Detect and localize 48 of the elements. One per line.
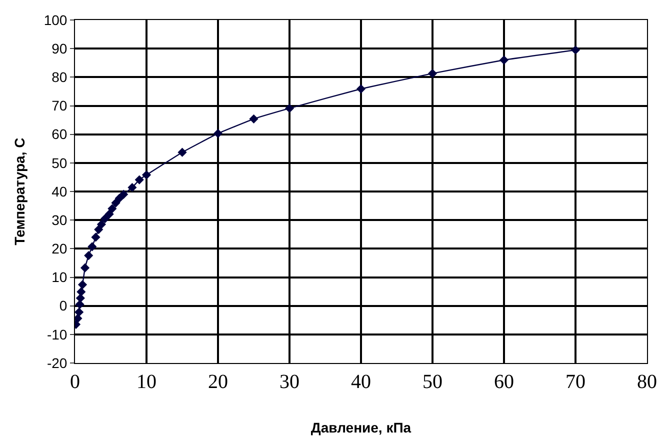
point (75, 308, 84, 317)
point (284, 104, 294, 113)
point (570, 45, 580, 55)
point (94, 224, 104, 234)
y-tick-label: 100 (44, 12, 68, 28)
y-tick-label: 20 (52, 240, 68, 257)
point (128, 182, 137, 192)
point (142, 170, 152, 180)
x-tick-label: 50 (422, 371, 442, 393)
point (119, 190, 128, 199)
x-axis-title: Давление, кПа (310, 419, 412, 436)
x-tick-label: 80 (637, 371, 657, 393)
y-tick-label: 10 (52, 269, 68, 286)
point (213, 128, 223, 138)
point (108, 204, 117, 214)
point (499, 55, 509, 65)
x-tick-label: 60 (494, 371, 514, 393)
point (134, 175, 144, 184)
point (356, 84, 366, 94)
point (249, 114, 258, 124)
x-tick-label: 10 (136, 371, 156, 393)
point (100, 214, 110, 224)
point (114, 194, 124, 203)
point (78, 280, 88, 290)
y-tick-label: 70 (52, 98, 68, 114)
point (178, 148, 187, 157)
point (84, 250, 94, 260)
y-tick-label: 30 (52, 212, 68, 228)
y-axis-title: Температура, С (11, 138, 28, 246)
point (96, 220, 106, 229)
point (104, 210, 114, 219)
y-tick-label: 40 (52, 183, 68, 200)
y-tick-label: -20 (46, 354, 68, 371)
x-tick-label: 20 (208, 371, 228, 393)
y-tick-label: -10 (46, 326, 68, 342)
point (428, 68, 438, 78)
y-tick-label: 50 (52, 154, 68, 171)
point (88, 242, 97, 252)
x-tick-label: 40 (351, 371, 371, 393)
y-tick-label: 80 (52, 69, 68, 86)
point (76, 287, 86, 296)
x-tick-label: 30 (280, 371, 300, 393)
x-tick-label: 70 (566, 371, 586, 393)
point (80, 263, 90, 272)
point (91, 232, 100, 242)
y-tick-label: 60 (52, 126, 68, 142)
y-tick-label: 0 (59, 298, 68, 314)
y-tick-label: 90 (52, 40, 68, 56)
